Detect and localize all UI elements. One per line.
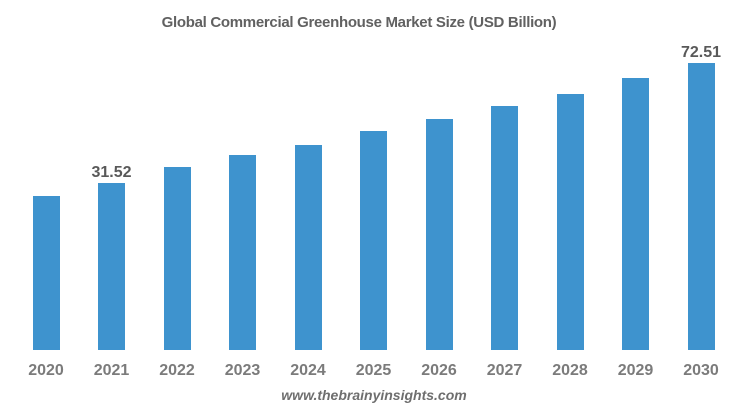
watermark: www.thebrainyinsights.com — [281, 387, 467, 403]
year-label-2023: 2023 — [224, 362, 261, 379]
chart-title: Global Commercial Greenhouse Market Size… — [161, 14, 557, 31]
value-label-2030: 72.51 — [680, 44, 722, 61]
bar-2030 — [687, 63, 715, 350]
value-label-2021: 31.52 — [91, 164, 132, 181]
year-label-2024: 2024 — [290, 362, 326, 379]
bar-2026 — [425, 119, 453, 350]
bar-2028 — [556, 94, 584, 350]
year-label-2020: 2020 — [28, 362, 64, 379]
year-label-2028: 2028 — [552, 362, 588, 379]
bar-2022 — [163, 167, 191, 350]
year-label-2025: 2025 — [355, 362, 392, 379]
year-label-2027: 2027 — [486, 362, 523, 379]
year-label-2029: 2029 — [617, 362, 654, 379]
bar-2024 — [294, 145, 322, 350]
bar-2020 — [32, 196, 60, 350]
year-label-2026: 2026 — [421, 362, 457, 379]
bar-2027 — [491, 106, 518, 350]
bar-2025 — [360, 131, 387, 350]
bar-2021 — [98, 183, 125, 350]
year-label-2022: 2022 — [159, 362, 195, 379]
year-label-2021: 2021 — [93, 362, 130, 379]
bar-2029 — [622, 78, 649, 350]
year-label-2030: 2030 — [683, 362, 719, 379]
bar-2023 — [229, 155, 256, 350]
